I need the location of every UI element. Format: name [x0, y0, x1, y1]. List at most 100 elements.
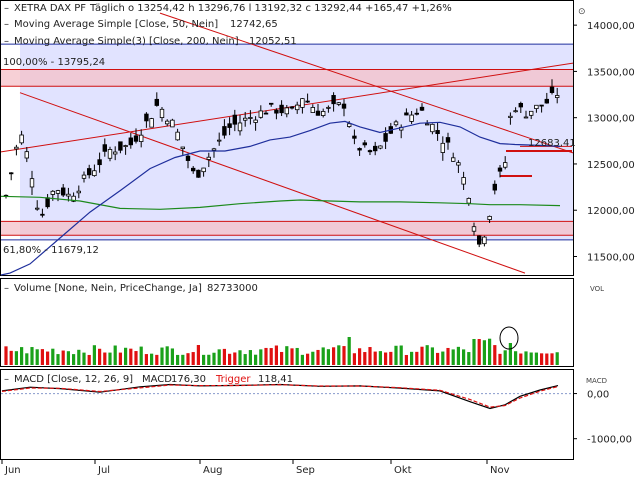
- volume-bar: [87, 354, 91, 365]
- candle-body: [279, 104, 284, 114]
- candle-body: [40, 213, 45, 216]
- legend-row-ma50: – Moving Average Simple [Close, 50, Nein…: [4, 19, 278, 30]
- candle-body: [393, 121, 399, 126]
- candle-body: [487, 215, 492, 220]
- volume-bar: [534, 352, 538, 365]
- ma50-label: Moving Average Simple [Close, 50, Nein]: [14, 19, 218, 30]
- volume-bar: [295, 347, 299, 365]
- candle-body: [216, 139, 222, 142]
- legend-row-main: – XETRA DAX PF Täglich o 13254,42 h 1329…: [4, 3, 452, 14]
- price-tick-label: 12000,00: [587, 206, 635, 217]
- candle-body: [274, 109, 279, 114]
- candle-body: [29, 178, 35, 188]
- x-tick-label: Sep: [296, 465, 315, 476]
- volume-bar: [9, 350, 13, 365]
- collapse-icon[interactable]: –: [4, 19, 9, 30]
- volume-bar: [259, 349, 263, 365]
- volume-bar: [436, 352, 440, 365]
- candle-body: [289, 106, 295, 109]
- candle-body: [76, 190, 81, 194]
- volume-bar: [113, 345, 117, 365]
- candle-body: [97, 159, 102, 166]
- fib-top-label: 100,00% - 13795,24: [3, 57, 105, 68]
- volume-bar: [290, 348, 294, 365]
- volume-bar: [228, 353, 232, 365]
- volume-bar: [222, 348, 226, 365]
- volume-bar: [4, 346, 8, 365]
- volume-bar: [514, 351, 518, 365]
- candle-body: [92, 170, 97, 177]
- volume-bar: [508, 343, 512, 365]
- volume-bar: [368, 347, 372, 365]
- candle-body: [518, 102, 523, 108]
- settings-icon[interactable]: ⊙: [578, 7, 586, 17]
- candle-body: [284, 107, 289, 115]
- volume-bar: [82, 352, 86, 365]
- fib-bottom-label: 61,80% - 11679,12: [3, 245, 99, 256]
- candle-body: [320, 111, 326, 116]
- volume-bar: [51, 348, 55, 365]
- candle-body: [372, 145, 378, 152]
- volume-bar: [160, 347, 164, 365]
- candle-body: [35, 207, 40, 210]
- volume-bar: [524, 351, 528, 365]
- volume-bar: [134, 351, 138, 365]
- collapse-icon[interactable]: –: [4, 374, 9, 385]
- volume-bar: [311, 351, 315, 365]
- candle-body: [529, 110, 534, 116]
- volume-bar: [66, 351, 70, 365]
- ma200-value: 12052,51: [249, 36, 297, 47]
- volume-bar: [124, 347, 128, 365]
- volume-bar: [233, 352, 237, 365]
- volume-bar: [254, 354, 258, 365]
- volume-bar: [394, 345, 398, 365]
- candle-body: [66, 193, 71, 197]
- volume-bar: [186, 353, 190, 365]
- volume-layer: [4, 326, 559, 365]
- candle-body: [534, 104, 539, 110]
- legend-row-volume: – Volume [None, Nein, PriceChange, Ja] 8…: [4, 283, 258, 294]
- volume-bar: [155, 354, 159, 365]
- volume-highlight-circle: [499, 326, 519, 350]
- volume-bar: [103, 352, 107, 365]
- volume-bar: [555, 352, 559, 365]
- price-tick-label: 13000,00: [587, 114, 635, 125]
- price-tick-label: 12500,00: [587, 160, 635, 171]
- volume-bar: [347, 337, 351, 365]
- volume-bar: [300, 354, 304, 365]
- volume-bar: [352, 353, 356, 365]
- candle-body: [456, 162, 461, 166]
- volume-bar: [35, 349, 39, 365]
- candle-body: [502, 162, 508, 168]
- candle-body: [118, 141, 123, 151]
- candle-body: [232, 114, 237, 125]
- volume-bar: [321, 347, 325, 365]
- volume-bar: [519, 353, 523, 365]
- candle-body: [144, 113, 149, 122]
- candle-body: [450, 157, 456, 162]
- volume-bar: [72, 354, 76, 365]
- candle-body: [123, 145, 128, 147]
- volume-bar: [545, 353, 549, 365]
- collapse-icon[interactable]: –: [4, 283, 9, 294]
- candle-body: [331, 95, 336, 105]
- price-layer: [0, 12, 574, 276]
- candle-body: [336, 102, 341, 105]
- candle-body: [107, 149, 113, 159]
- macd-value: 176,30: [171, 374, 206, 385]
- candle-body: [326, 106, 331, 109]
- candle-body: [206, 156, 211, 160]
- x-tick-label: Jun: [4, 465, 21, 476]
- instrument-name: XETRA DAX PF: [14, 3, 86, 14]
- candle-body: [497, 167, 503, 172]
- collapse-icon[interactable]: –: [4, 36, 9, 47]
- candle-body: [242, 117, 248, 121]
- volume-bar: [451, 349, 455, 365]
- collapse-icon[interactable]: –: [4, 3, 9, 14]
- candle-body: [383, 133, 388, 142]
- volume-bar: [25, 353, 29, 365]
- candle-body: [263, 112, 269, 115]
- volume-bar: [337, 345, 341, 365]
- candle-body: [113, 151, 118, 155]
- volume-bar: [363, 352, 367, 365]
